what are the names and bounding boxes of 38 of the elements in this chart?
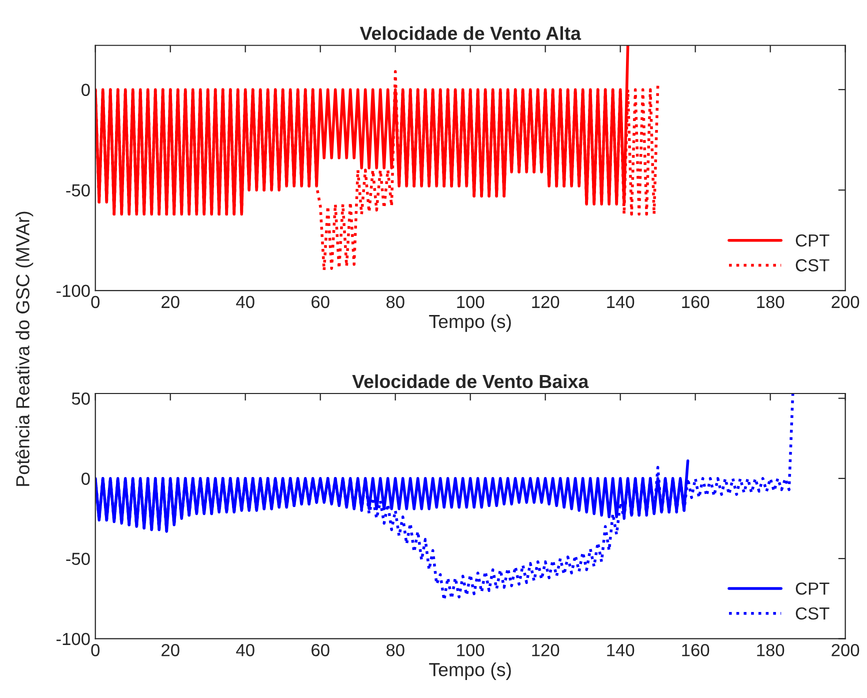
- x-axis-title: Tempo (s): [429, 314, 511, 332]
- x-tick-label: 100: [457, 296, 484, 308]
- x-tick-label: 160: [682, 296, 710, 308]
- y-tick-label: 50: [72, 392, 90, 405]
- x-tick-label: 40: [236, 644, 254, 656]
- chart-title: Velocidade de Vento Alta: [360, 26, 582, 40]
- legend-label: CST: [796, 607, 830, 620]
- legend-label: CPT: [796, 234, 830, 247]
- x-tick-label: 40: [236, 296, 254, 308]
- x-tick-label: 180: [757, 296, 784, 308]
- x-tick-label: 200: [832, 296, 860, 308]
- x-tick-label: 60: [312, 296, 330, 308]
- y-tick-label: -50: [66, 184, 90, 197]
- legend-label: CPT: [796, 582, 830, 595]
- y-tick-label: -50: [66, 552, 90, 566]
- x-axis-title: Tempo (s): [429, 662, 511, 680]
- y-axis-title: Potência Reativa do GSC (MVAr): [16, 212, 34, 486]
- x-tick-label: 120: [532, 296, 560, 308]
- y-tick-label: 0: [82, 84, 90, 96]
- x-tick-label: 0: [91, 296, 100, 308]
- x-tick-label: 60: [312, 644, 330, 656]
- x-tick-label: 120: [532, 644, 560, 656]
- x-tick-label: 180: [757, 644, 784, 656]
- legend-label: CST: [796, 259, 830, 272]
- x-tick-label: 140: [607, 644, 634, 656]
- x-tick-label: 100: [457, 644, 484, 656]
- x-tick-label: 80: [386, 296, 404, 308]
- x-tick-label: 160: [682, 644, 710, 656]
- y-tick-label: -100: [56, 284, 90, 297]
- x-tick-label: 140: [607, 296, 634, 308]
- x-tick-label: 20: [162, 296, 180, 308]
- x-tick-label: 200: [832, 644, 860, 656]
- chart-title: Velocidade de Vento Baixa: [352, 374, 589, 388]
- y-tick-label: 0: [82, 472, 90, 485]
- y-tick-label: -100: [56, 632, 90, 646]
- x-tick-label: 20: [162, 644, 180, 656]
- x-tick-label: 80: [386, 644, 404, 656]
- x-tick-label: 0: [91, 644, 100, 656]
